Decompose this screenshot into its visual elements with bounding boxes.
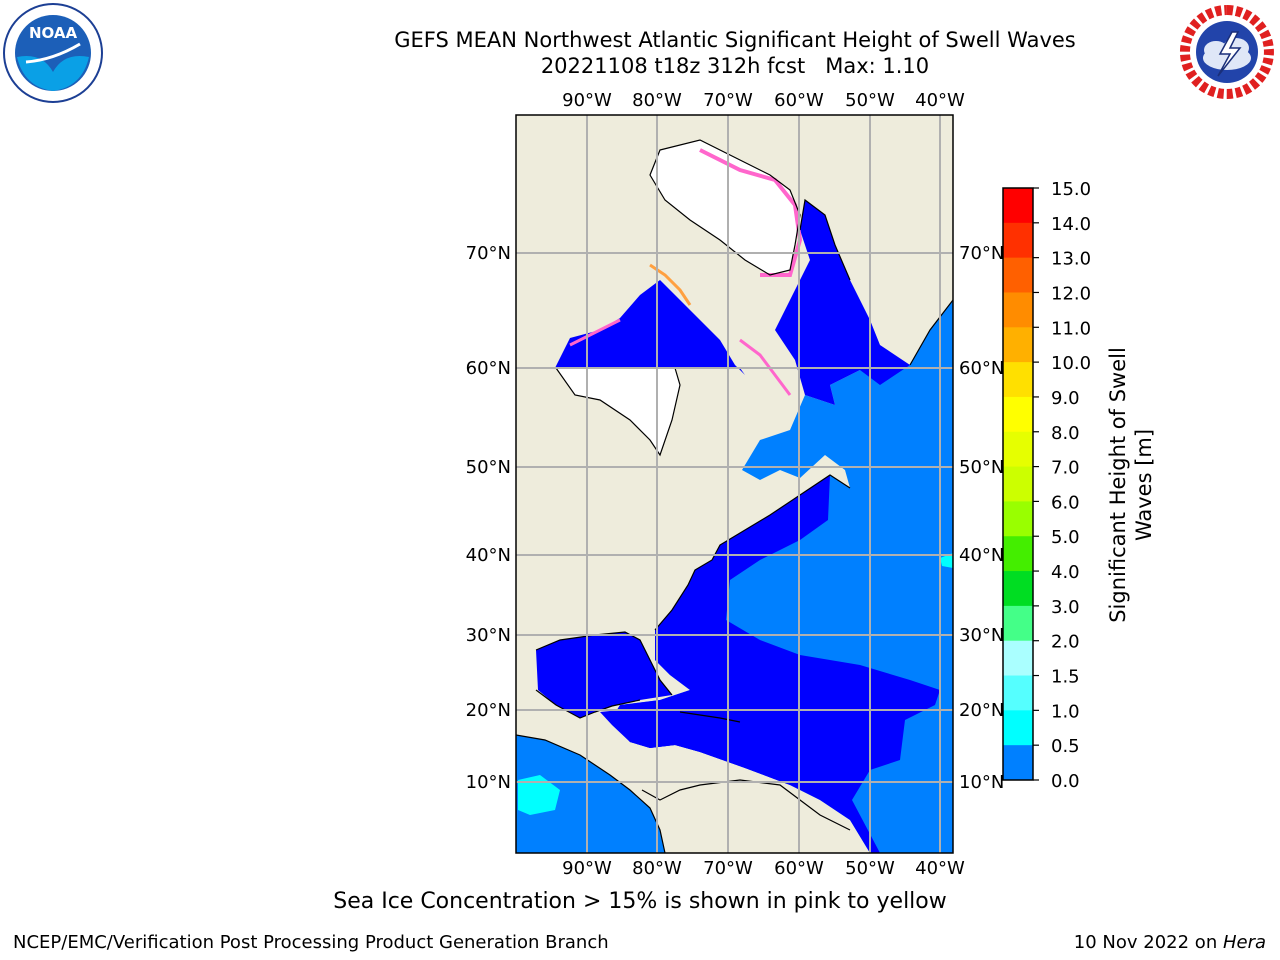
colorbar-tick-label: 11.0 [1051, 318, 1091, 339]
colorbar-segment [1003, 222, 1033, 259]
colorbar-tick-label: 5.0 [1051, 527, 1080, 548]
pacific-swell [516, 735, 665, 853]
colorbar-tick-label: 7.0 [1051, 458, 1080, 479]
nws-logo [1179, 5, 1274, 99]
colorbar-tick-label: 12.0 [1051, 283, 1091, 304]
lon-label-bottom: 80°W [632, 858, 682, 879]
lon-label-bottom: 40°W [915, 858, 965, 879]
colorbar-ticks: 15.0 14.0 13.0 12.0 11.0 10.0 9.0 8.0 7.0 6.0 5.0 4… [1033, 179, 1091, 792]
colorbar-segment [1003, 605, 1033, 642]
lat-label-left: 60°N [466, 358, 511, 379]
map-title: GEFS MEAN Northwest Atlantic Significant… [394, 28, 1076, 52]
lon-label-top: 40°W [915, 90, 965, 111]
credit-date: 10 Nov 2022 on Hera [1074, 932, 1266, 953]
colorbar-tick-label: 9.0 [1051, 388, 1080, 409]
lat-label-left: 50°N [466, 457, 511, 478]
sea-ice-edge-3 [569, 318, 792, 396]
colorbar-label-line2: Waves [m] [1132, 429, 1156, 541]
colorbar-segment [1003, 327, 1033, 363]
colorbar [1002, 187, 1034, 781]
colorbar-segment [1003, 466, 1033, 502]
lat-label-left: 40°N [466, 545, 511, 566]
colorbar-segment [1003, 571, 1033, 607]
colorbar-tick-label: 0.5 [1051, 736, 1080, 757]
colorbar-segment [1003, 292, 1033, 328]
lat-label-right: 50°N [959, 457, 1004, 478]
caribbean-sea [600, 708, 805, 785]
colorbar-tick-label: 10.0 [1051, 353, 1091, 374]
lon-label-top: 70°W [703, 90, 753, 111]
colorbar-tick-label: 13.0 [1051, 249, 1091, 270]
lat-label-right: 30°N [959, 625, 1004, 646]
colorbar-tick-label: 14.0 [1051, 214, 1091, 235]
noaa-logo-text: NOAA [29, 24, 78, 42]
lat-labels-left: 70°N 60°N 50°N 40°N 30°N 20°N 10°N [466, 243, 511, 793]
credit-date-text: 10 Nov 2022 on [1073, 932, 1223, 953]
lat-label-left: 20°N [466, 700, 511, 721]
colorbar-tick-label: 8.0 [1051, 423, 1080, 444]
colorbar-segment [1003, 257, 1033, 293]
colorbar-tick-label: 1.5 [1051, 667, 1080, 688]
colorbar-label-line1: Significant Height of Swell [1106, 347, 1130, 623]
colorbar-frame [1002, 187, 1034, 781]
lon-label-top: 90°W [562, 90, 612, 111]
lat-label-right: 10°N [959, 772, 1004, 793]
labrador-sea [775, 200, 910, 405]
colorbar-segment [1003, 710, 1033, 746]
colorbar-segment [1003, 362, 1033, 398]
credit-machine: Hera [1222, 932, 1266, 953]
pacific-swell-high [518, 775, 560, 815]
hudson-bay [555, 280, 745, 375]
colorbar-segment [1003, 675, 1033, 711]
lon-label-bottom: 60°W [774, 858, 824, 879]
colorbar-label: Significant Height of SwellWaves [m] [1106, 347, 1156, 623]
map-frame [515, 114, 954, 854]
sea-ice-edge [699, 148, 803, 277]
lat-label-right: 60°N [959, 358, 1004, 379]
lat-label-left: 70°N [466, 243, 511, 264]
colorbar-tick-label: 0.0 [1051, 771, 1080, 792]
colorbar-tick-label: 1.0 [1051, 701, 1080, 722]
colorbar-tick-label: 3.0 [1051, 597, 1080, 618]
lon-label-bottom: 70°W [703, 858, 753, 879]
colorbar-segment [1003, 396, 1033, 433]
lat-label-right: 40°N [959, 545, 1004, 566]
lat-labels-right: 70°N 60°N 50°N 40°N 30°N 20°N 10°N [959, 243, 1004, 793]
lon-labels-bottom: 90°W 80°W 70°W 60°W 50°W 40°W [562, 858, 965, 879]
colorbar-segment [1003, 745, 1033, 781]
colorbar-segment [1003, 501, 1033, 537]
ice-region-arctic [650, 140, 800, 275]
lon-label-bottom: 90°W [562, 858, 612, 879]
sea-ice-note: Sea Ice Concentration > 15% is shown in … [333, 889, 947, 914]
atlantic-swell-high [940, 553, 953, 568]
lon-label-top: 80°W [632, 90, 682, 111]
credit-branch: NCEP/EMC/Verification Post Processing Pr… [13, 932, 609, 953]
noaa-logo: NOAA [3, 3, 103, 103]
lon-label-top: 60°W [774, 90, 824, 111]
colorbar-tick-label: 6.0 [1051, 492, 1080, 513]
lon-labels-top: 90°W 80°W 70°W 60°W 50°W 40°W [562, 90, 965, 111]
graticule [516, 115, 953, 853]
colorbar-tick-label: 2.0 [1051, 632, 1080, 653]
colorbar-segment [1003, 536, 1033, 572]
colorbar-segment [1003, 188, 1033, 224]
colorbar-segment [1003, 640, 1033, 677]
colorbar-tick-label: 4.0 [1051, 562, 1080, 583]
lon-label-bottom: 50°W [845, 858, 895, 879]
lon-label-top: 50°W [845, 90, 895, 111]
colorbar-segment [1003, 431, 1033, 468]
swell-zone-0-0.5 [612, 475, 940, 853]
map-subtitle: 20221108 t18z 312h fcst Max: 1.10 [540, 54, 930, 78]
lat-label-right: 70°N [959, 243, 1004, 264]
lat-label-left: 30°N [466, 625, 511, 646]
lat-label-left: 10°N [466, 772, 511, 793]
gulf-of-mexico [536, 632, 672, 718]
lat-label-right: 20°N [959, 700, 1004, 721]
colorbar-tick-label: 15.0 [1051, 179, 1091, 200]
